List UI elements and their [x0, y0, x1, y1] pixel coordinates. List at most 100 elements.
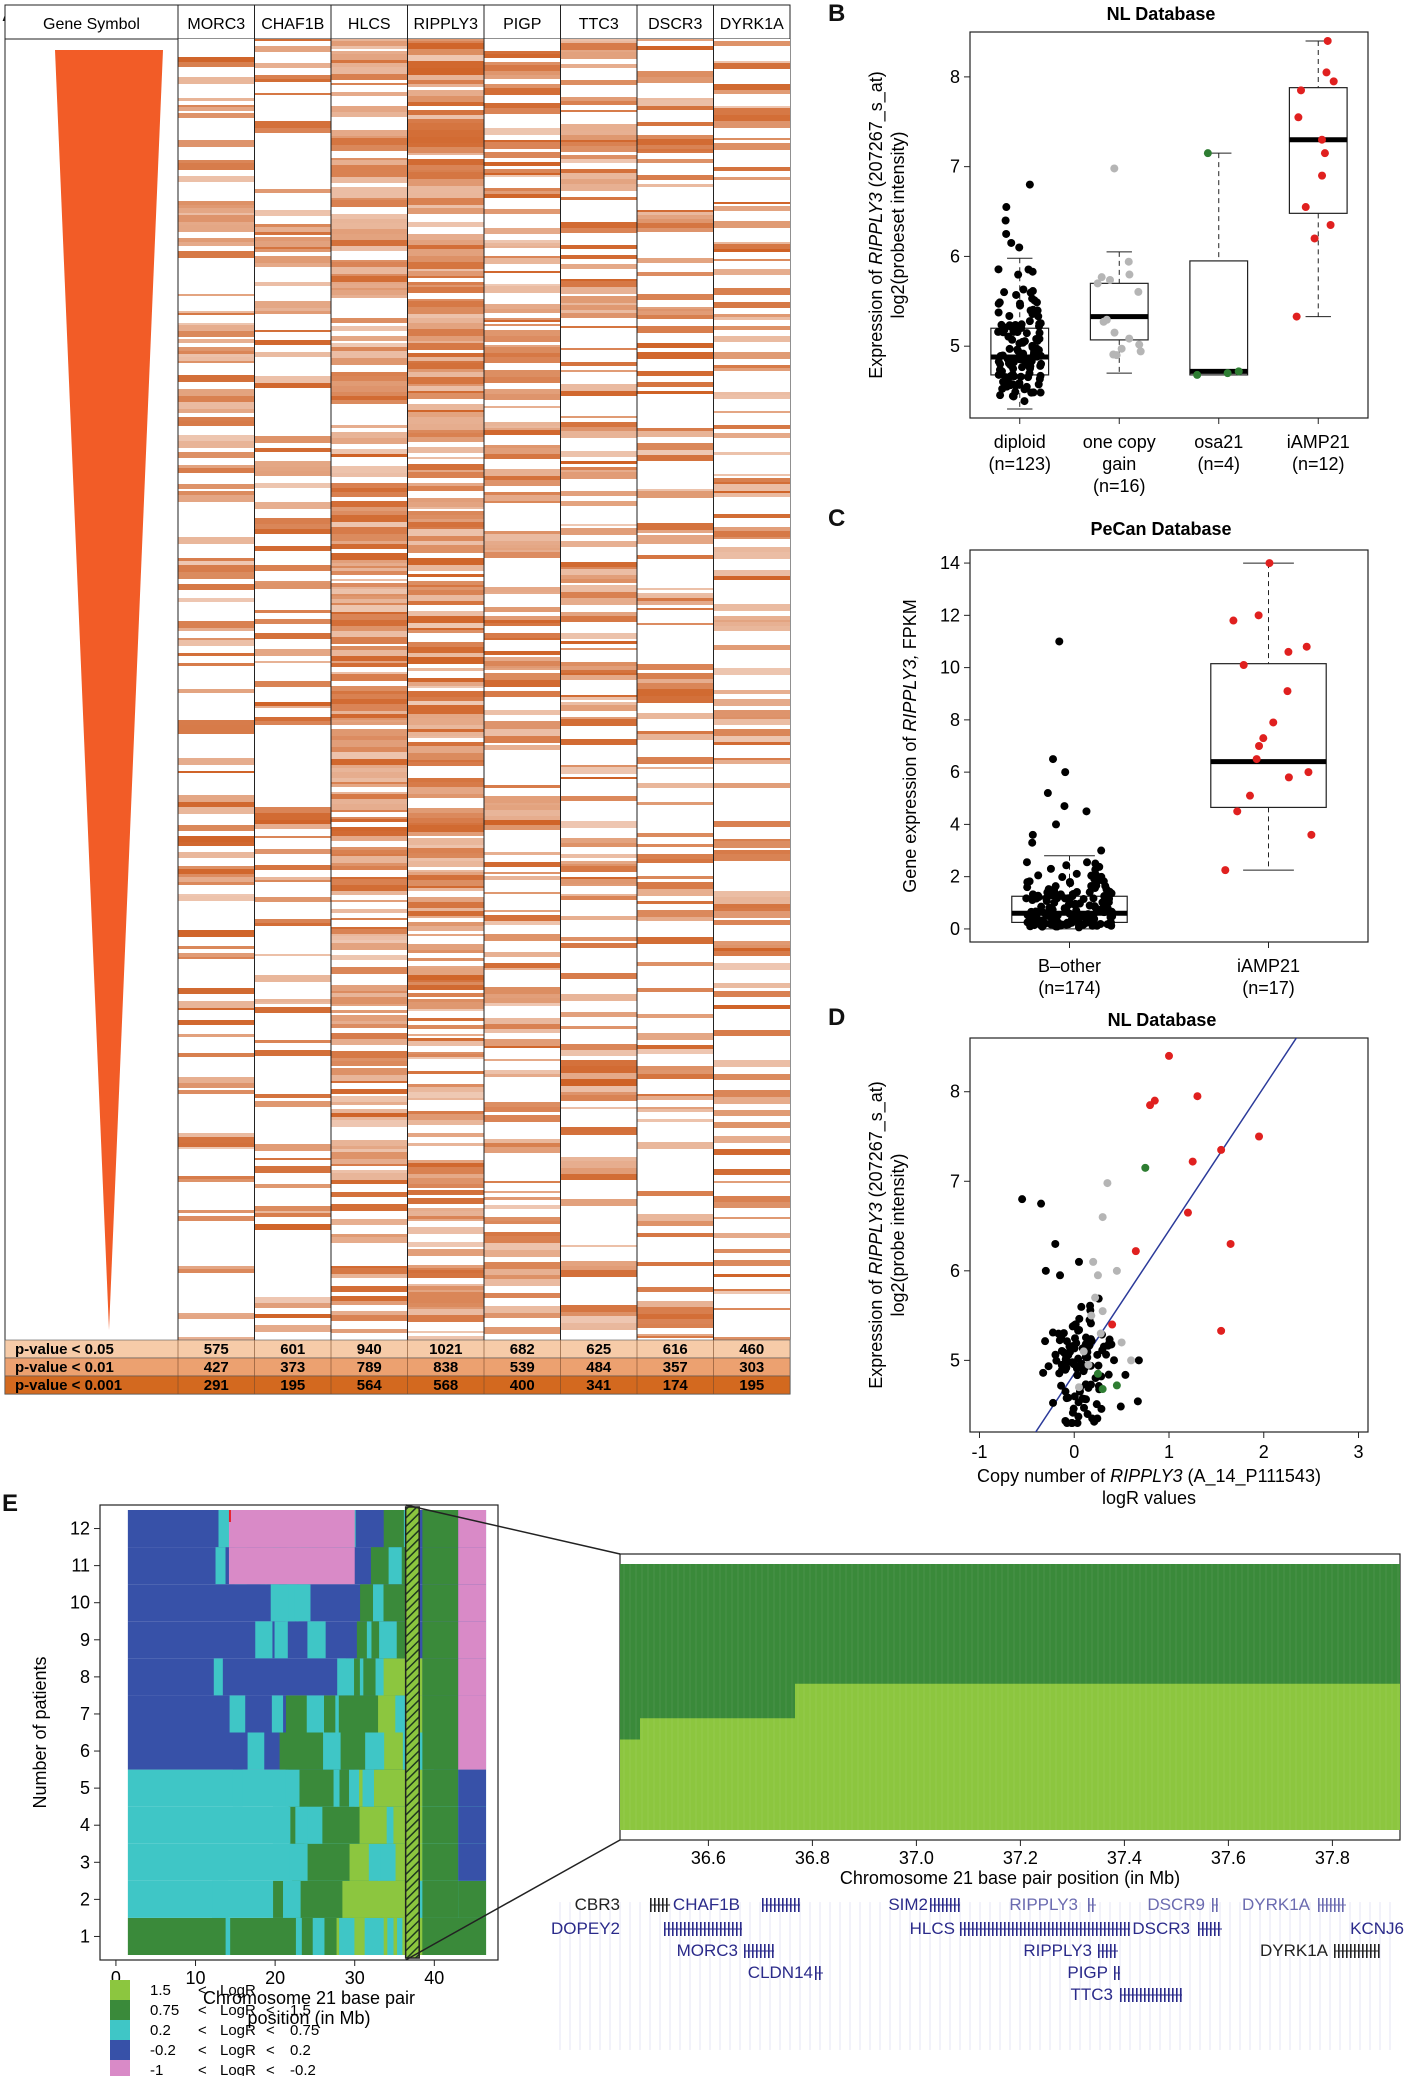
- zoom-segment: [620, 1683, 1400, 1830]
- data-point: [1096, 919, 1105, 928]
- heat-stripe: [637, 175, 714, 180]
- data-point: [1297, 86, 1306, 95]
- heat-stripe: [560, 843, 637, 847]
- data-point-diploid: [1044, 1362, 1053, 1371]
- heat-stripe: [178, 1216, 255, 1221]
- heat-stripe: [407, 1034, 484, 1036]
- heat-stripe: [407, 179, 484, 186]
- gene-label: RIPPLY3: [1023, 1941, 1092, 1960]
- heat-stripe: [407, 287, 484, 293]
- heat-stripe: [407, 301, 484, 307]
- heat-stripe: [713, 719, 790, 725]
- x-tick-label: B–other: [1038, 956, 1101, 976]
- heat-stripe: [254, 1213, 331, 1217]
- heat-stripe: [560, 1328, 637, 1330]
- panel-letter-b: B: [828, 0, 846, 27]
- gene-exon: [1176, 1988, 1178, 2002]
- heat-stripe: [560, 1168, 637, 1174]
- heat-stripe: [254, 999, 331, 1002]
- heat-stripe: [637, 833, 714, 837]
- heat-stripe: [713, 1202, 790, 1208]
- heat-stripe: [331, 596, 408, 599]
- heat-stripe: [484, 1147, 561, 1153]
- gene-exon: [1114, 1966, 1116, 1980]
- heat-stripe: [560, 197, 637, 200]
- heat-stripe: [713, 138, 790, 140]
- heat-stripe: [407, 159, 484, 165]
- data-point: [1134, 287, 1143, 296]
- heat-stripe: [331, 934, 408, 936]
- heat-stripe: [178, 653, 255, 656]
- data-point: [1229, 616, 1238, 625]
- heat-stripe: [178, 238, 255, 242]
- data-point: [1022, 894, 1031, 903]
- heat-stripe: [178, 208, 255, 213]
- y-axis-label-part: (207267_s_at): [866, 71, 887, 192]
- heat-stripe: [560, 541, 637, 547]
- heat-stripe: [407, 529, 484, 536]
- heat-stripe: [484, 820, 561, 825]
- x-tick-label: diploid: [994, 432, 1046, 452]
- heat-stripe: [331, 927, 408, 929]
- heat-stripe: [637, 491, 714, 498]
- heat-stripe: [407, 519, 484, 522]
- heat-stripe: [484, 480, 561, 486]
- heat-stripe: [560, 579, 637, 583]
- heat-stripe: [407, 870, 484, 872]
- heat-stripe: [713, 908, 790, 911]
- heat-stripe: [331, 229, 408, 234]
- heat-stripe: [713, 249, 790, 252]
- data-point-diploid: [1077, 1302, 1086, 1311]
- heat-stripe: [407, 262, 484, 269]
- heat-stripe: [637, 315, 714, 319]
- chart-title: NL Database: [1108, 1010, 1217, 1030]
- heat-stripe: [331, 1266, 408, 1268]
- legend-var: LogR: [220, 1982, 256, 1999]
- data-point-diploid: [1061, 1387, 1070, 1396]
- heat-stripe: [407, 457, 484, 459]
- data-point-diploid: [1041, 1266, 1050, 1275]
- cnv-segment: [228, 1510, 355, 1548]
- heat-stripe: [560, 592, 637, 598]
- heat-stripe: [254, 954, 331, 956]
- cnv-segment: [397, 1917, 403, 1955]
- heat-stripe: [254, 189, 331, 193]
- heat-stripe: [713, 269, 790, 275]
- x-axis-label: position (in Mb): [247, 2008, 370, 2028]
- data-point-diploid: [1088, 1414, 1097, 1423]
- heat-stripe: [254, 448, 331, 452]
- heat-stripe: [407, 975, 484, 980]
- data-point-diploid: [1086, 1319, 1095, 1328]
- heat-stripe: [331, 553, 408, 560]
- heat-stripe: [178, 561, 255, 565]
- heat-stripe: [331, 1058, 408, 1061]
- heat-stripe: [560, 39, 637, 41]
- heat-stripe: [484, 1293, 561, 1298]
- cnv-segment: [458, 1510, 487, 1548]
- heat-stripe: [637, 1014, 714, 1018]
- heat-stripe: [484, 805, 561, 810]
- data-point: [1125, 270, 1134, 279]
- heat-stripe: [178, 725, 255, 732]
- x-tick-label: (n=16): [1093, 476, 1146, 496]
- heat-stripe: [331, 276, 408, 282]
- heat-stripe: [331, 1120, 408, 1127]
- heat-stripe: [560, 472, 637, 479]
- heat-stripe: [331, 804, 408, 810]
- data-point-diploid: [1057, 1346, 1066, 1355]
- gene-exon: [1112, 1922, 1114, 1936]
- cnv-segment: [422, 1769, 459, 1807]
- gene-exon: [794, 1898, 796, 1912]
- heat-stripe: [637, 184, 714, 187]
- heat-stripe: [560, 245, 637, 249]
- legend-low: 1.5: [150, 1982, 171, 1999]
- heat-stripe: [560, 884, 637, 886]
- cnv-segment: [402, 1732, 407, 1770]
- column-bg: [713, 39, 790, 1340]
- cnv-segment: [458, 1732, 487, 1770]
- gene-exon: [688, 1922, 690, 1936]
- data-point: [1065, 895, 1074, 904]
- heat-stripe: [407, 522, 484, 527]
- cnv-segment: [359, 1658, 364, 1696]
